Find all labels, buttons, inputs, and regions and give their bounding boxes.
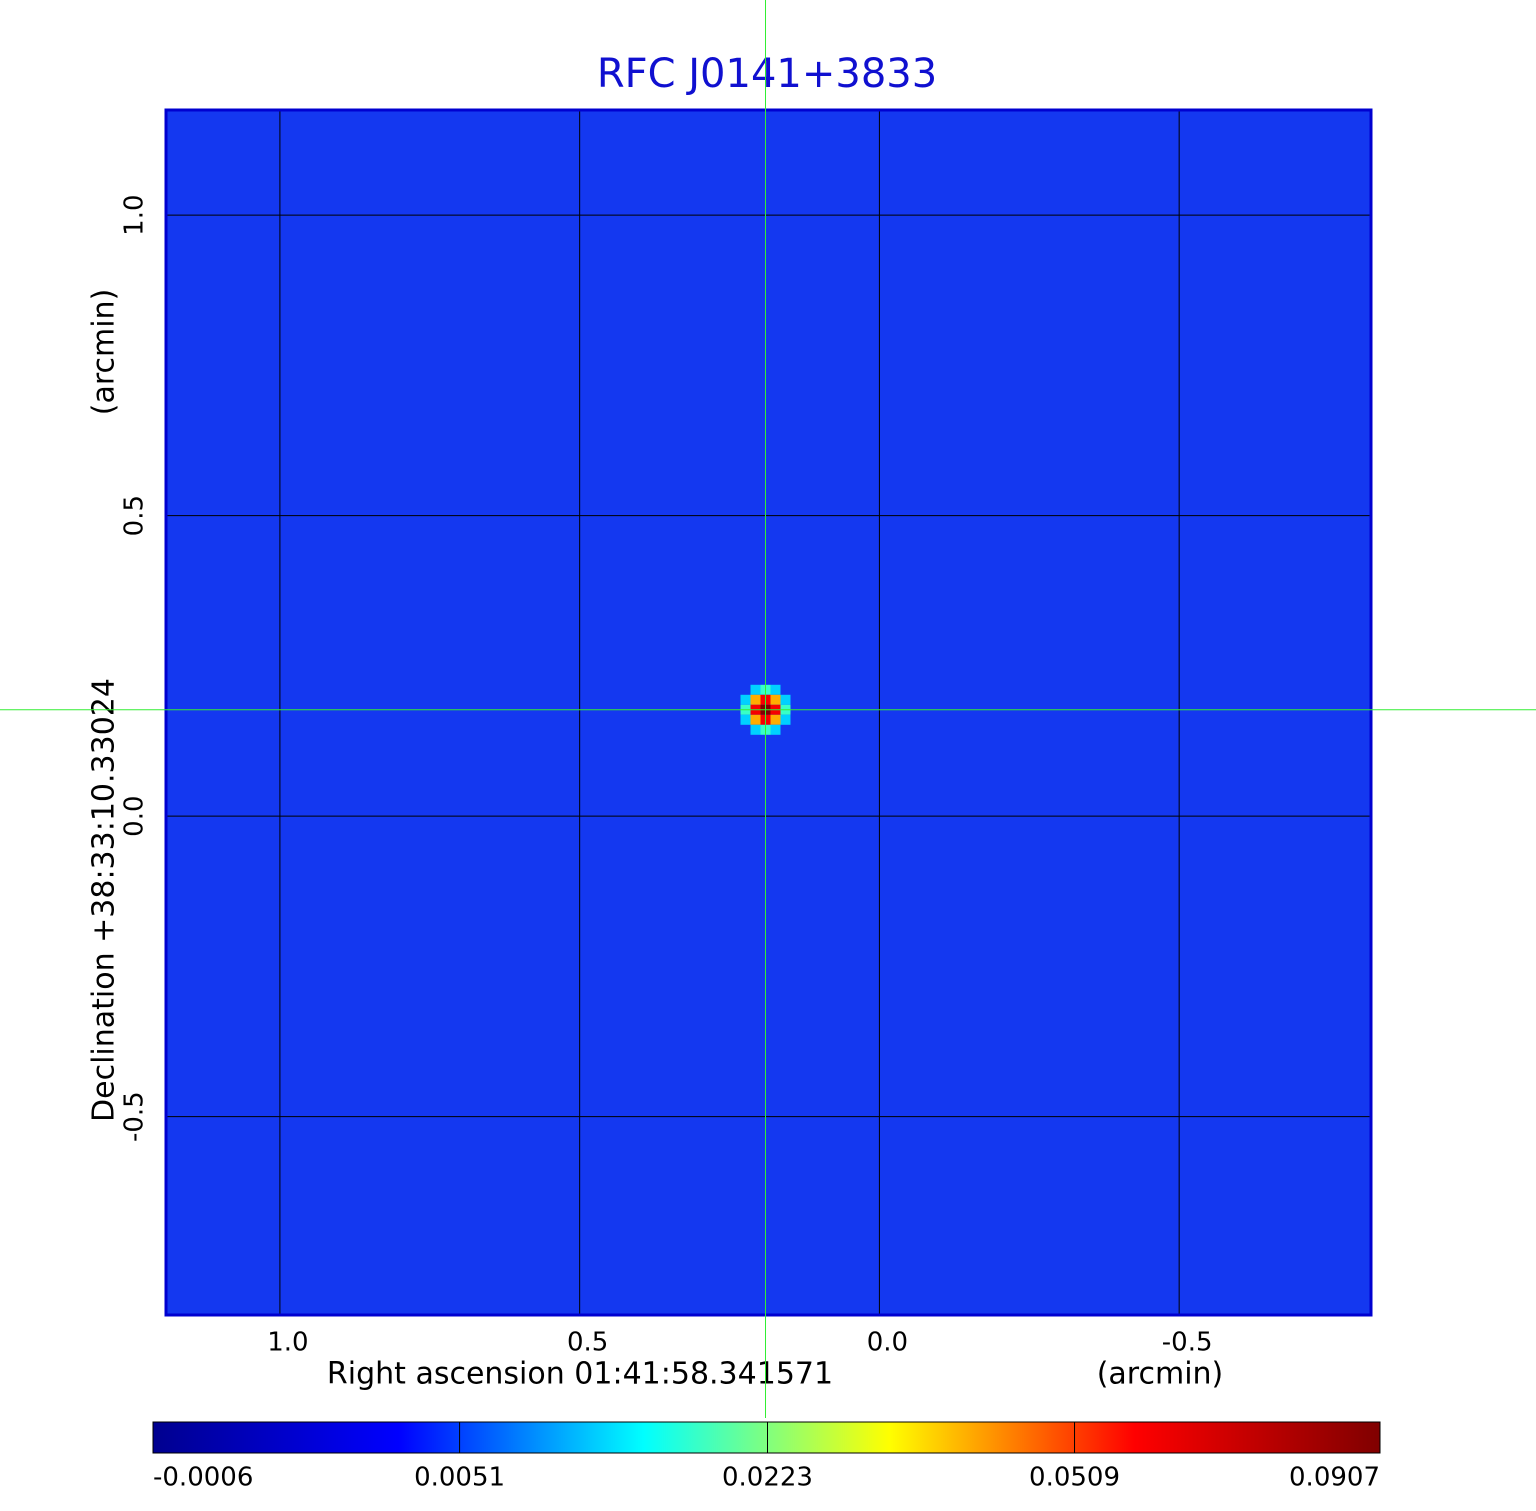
source-pixel (770, 694, 781, 705)
x-axis-label: Right ascension 01:41:58.341571 (327, 1357, 833, 1392)
plot-frame (164, 108, 1373, 1317)
colorbar-tick-label: -0.0006 (153, 1463, 253, 1493)
x-tick-label: 0.5 (567, 1328, 608, 1358)
x-tick-label: 1.0 (267, 1328, 308, 1358)
colorbar-tick-label: 0.0907 (1289, 1463, 1380, 1493)
source-pixel (770, 684, 781, 695)
y-axis-label: Declination +38:33:10.33024 (87, 678, 122, 1122)
y-tick-label: 1.0 (120, 194, 150, 235)
source-pixel (770, 714, 781, 725)
x-tick-label: -0.5 (1162, 1328, 1213, 1358)
x-axis-unit: (arcmin) (1097, 1357, 1224, 1392)
source-pixel (750, 684, 761, 695)
y-tick-label: 0.0 (120, 795, 150, 836)
colorbar-tick-label: 0.0223 (722, 1463, 813, 1493)
source-pixel (750, 694, 761, 705)
y-tick-label: -0.5 (120, 1091, 150, 1142)
colorbar-tick-label: 0.0509 (1029, 1463, 1120, 1493)
source-pixel (780, 714, 791, 725)
colorbar (152, 1421, 1381, 1454)
chart-title: RFC J0141+3833 (597, 51, 937, 97)
source-pixel (740, 694, 751, 705)
source-pixel (750, 724, 761, 735)
colorbar-tick-label: 0.0051 (414, 1463, 505, 1493)
x-tick-label: 0.0 (867, 1328, 908, 1358)
y-tick-label: 0.5 (120, 495, 150, 536)
y-axis-unit: (arcmin) (87, 289, 122, 416)
source-pixel (780, 694, 791, 705)
source-pixel (740, 714, 751, 725)
source-pixel (770, 724, 781, 735)
source-pixel (750, 714, 761, 725)
